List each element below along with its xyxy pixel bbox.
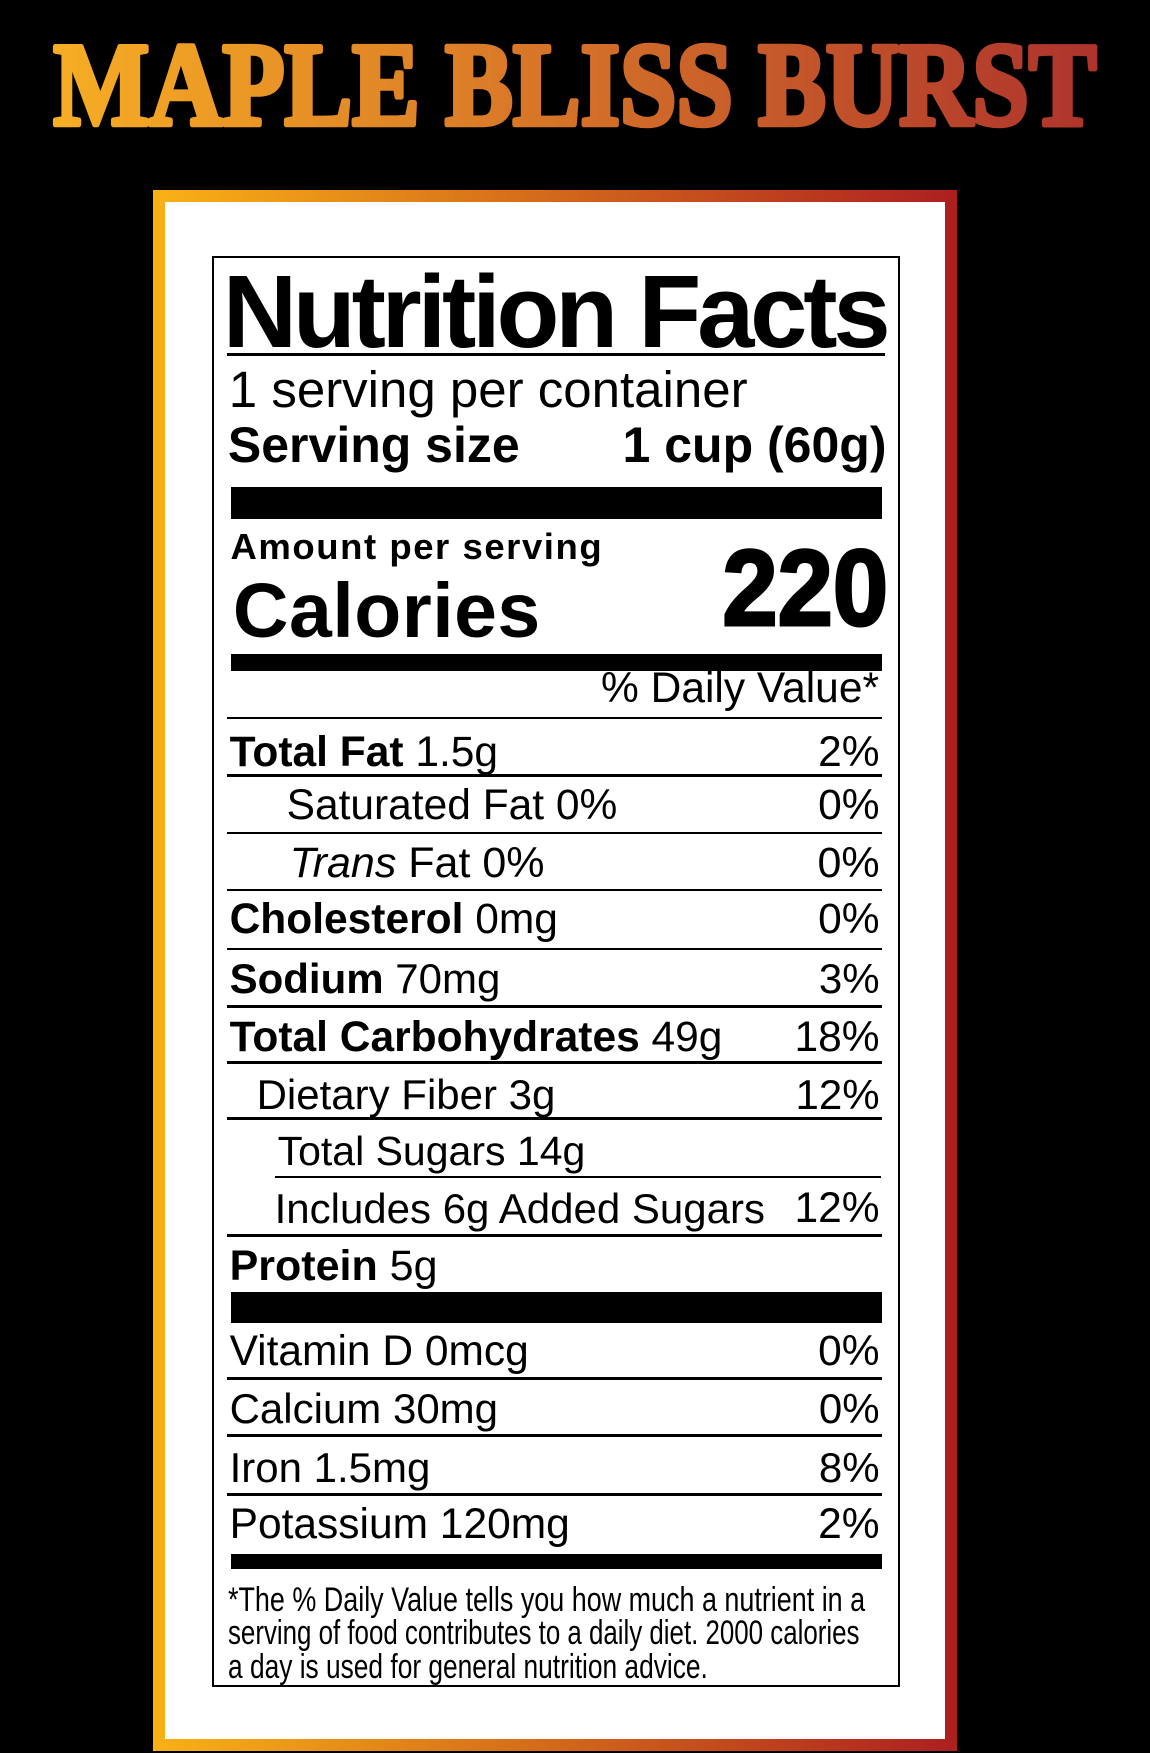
svg-text:MAPLE BLISS BURST: MAPLE BLISS BURST (54, 19, 1097, 151)
